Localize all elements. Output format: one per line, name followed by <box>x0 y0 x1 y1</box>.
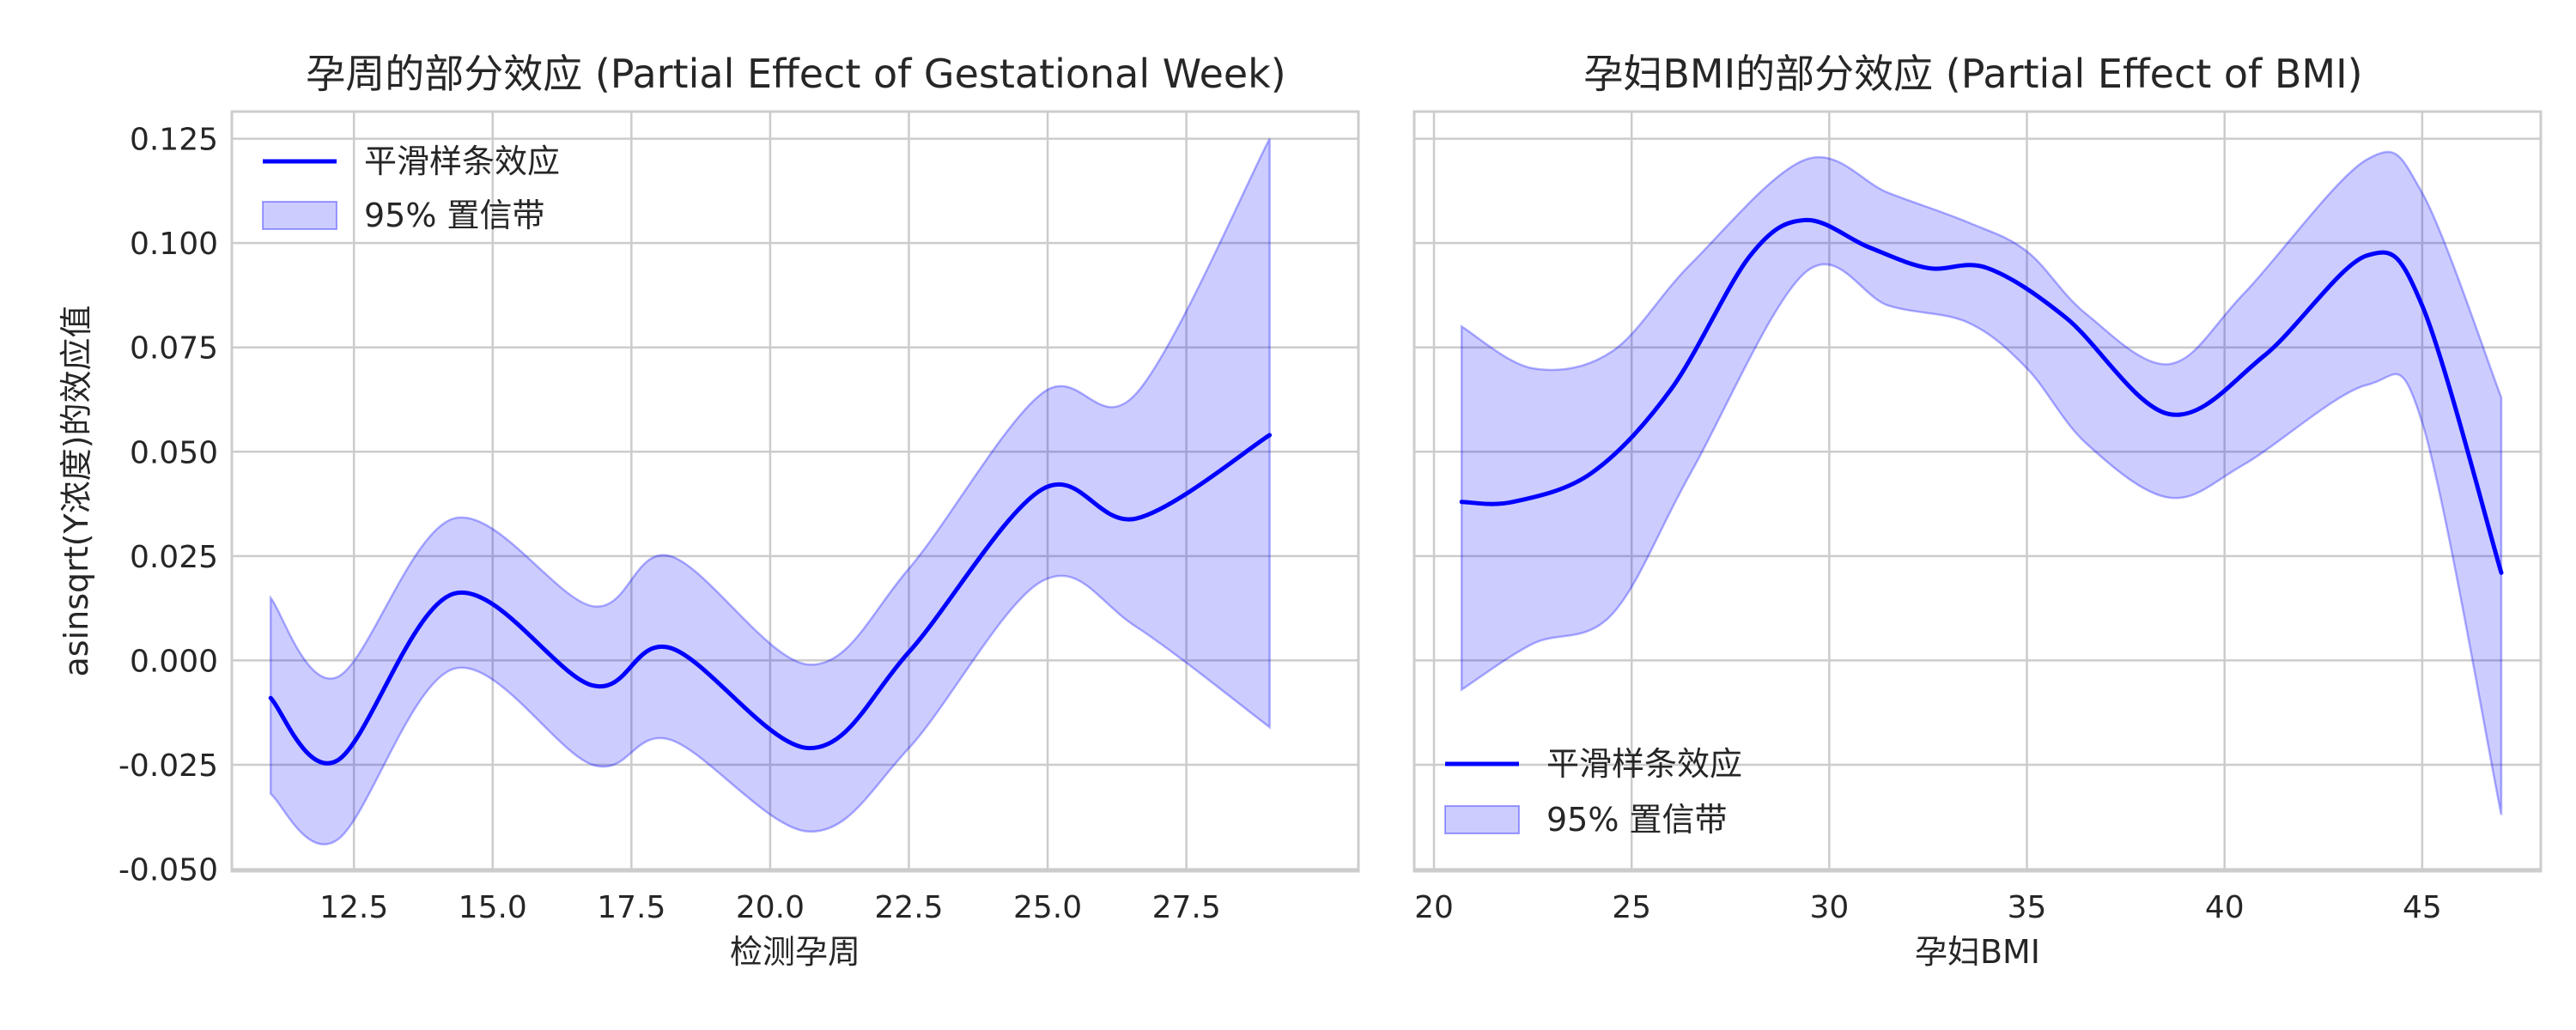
left-chart-panel: 孕周的部分效应 (Partial Effect of Gestational W… <box>58 51 1360 971</box>
right-chart-title: 孕妇BMI的部分效应 (Partial Effect of BMI) <box>1583 51 2362 97</box>
x-tick-label: 20.0 <box>736 890 805 925</box>
confidence-band-area <box>1460 150 2503 815</box>
y-tick-label: -0.025 <box>118 748 218 784</box>
right-spline-line <box>1459 217 2504 575</box>
y-tick-label: 0.050 <box>130 435 218 470</box>
left-y-ticks: -0.050 -0.025 0.000 0.025 0.050 0.075 0.100 0.1… <box>118 123 218 888</box>
right-legend: 平滑样条效应 95% 置信带 <box>1444 745 1742 839</box>
legend-label-spline: 平滑样条效应 <box>364 142 560 180</box>
x-tick-label: 17.5 <box>597 890 665 925</box>
y-tick-label: 0.075 <box>130 331 218 367</box>
x-tick-label: 35 <box>2008 890 2047 925</box>
confidence-band-area <box>269 138 1271 845</box>
left-spline-line <box>268 433 1273 766</box>
x-tick-label: 20 <box>1414 890 1454 925</box>
left-legend: 平滑样条效应 95% 置信带 <box>262 142 560 234</box>
y-tick-label: -0.050 <box>118 853 218 888</box>
y-tick-label: 0.100 <box>130 227 218 262</box>
right-plot-frame <box>1413 110 2543 873</box>
x-tick-label: 22.5 <box>874 890 943 925</box>
left-x-ticks: 12.5 15.0 17.5 20.0 22.5 25.0 27.5 <box>319 890 1221 925</box>
right-confidence-band <box>1460 150 2503 815</box>
right-chart-panel: 孕妇BMI的部分效应 (Partial Effect of BMI) 20 25 3… <box>1413 51 2543 971</box>
left-chart-title: 孕周的部分效应 (Partial Effect of Gestational W… <box>306 51 1286 97</box>
left-gridlines <box>232 112 1358 871</box>
x-tick-label: 30 <box>1809 890 1849 925</box>
spline-effect-line <box>1459 217 2504 575</box>
y-tick-label: 0.025 <box>130 540 218 575</box>
legend-label-band: 95% 置信带 <box>1546 801 1728 839</box>
y-tick-label: 0.125 <box>130 123 218 158</box>
left-y-axis-label: asinsqrt(Y浓度)的效应值 <box>58 305 95 676</box>
right-x-ticks: 20 25 30 35 40 45 <box>1414 890 2442 925</box>
x-tick-label: 45 <box>2403 890 2442 925</box>
legend-band-swatch <box>1444 805 1520 834</box>
left-x-axis-label: 检测孕周 <box>730 933 860 971</box>
right-gridlines <box>1414 112 2541 871</box>
legend-label-spline: 平滑样条效应 <box>1546 745 1742 783</box>
x-tick-label: 40 <box>2205 890 2245 925</box>
y-tick-label: 0.000 <box>130 644 218 679</box>
x-tick-label: 27.5 <box>1152 890 1221 925</box>
x-tick-label: 25 <box>1612 890 1651 925</box>
x-tick-label: 15.0 <box>459 890 527 925</box>
x-tick-label: 25.0 <box>1013 890 1082 925</box>
left-plot-frame <box>230 110 1360 873</box>
legend-band-swatch <box>262 201 337 230</box>
right-x-axis-label: 孕妇BMI <box>1915 933 2040 971</box>
x-tick-label: 12.5 <box>319 890 388 925</box>
left-confidence-band <box>269 138 1271 845</box>
spline-effect-line <box>268 433 1273 766</box>
legend-label-band: 95% 置信带 <box>364 197 545 234</box>
